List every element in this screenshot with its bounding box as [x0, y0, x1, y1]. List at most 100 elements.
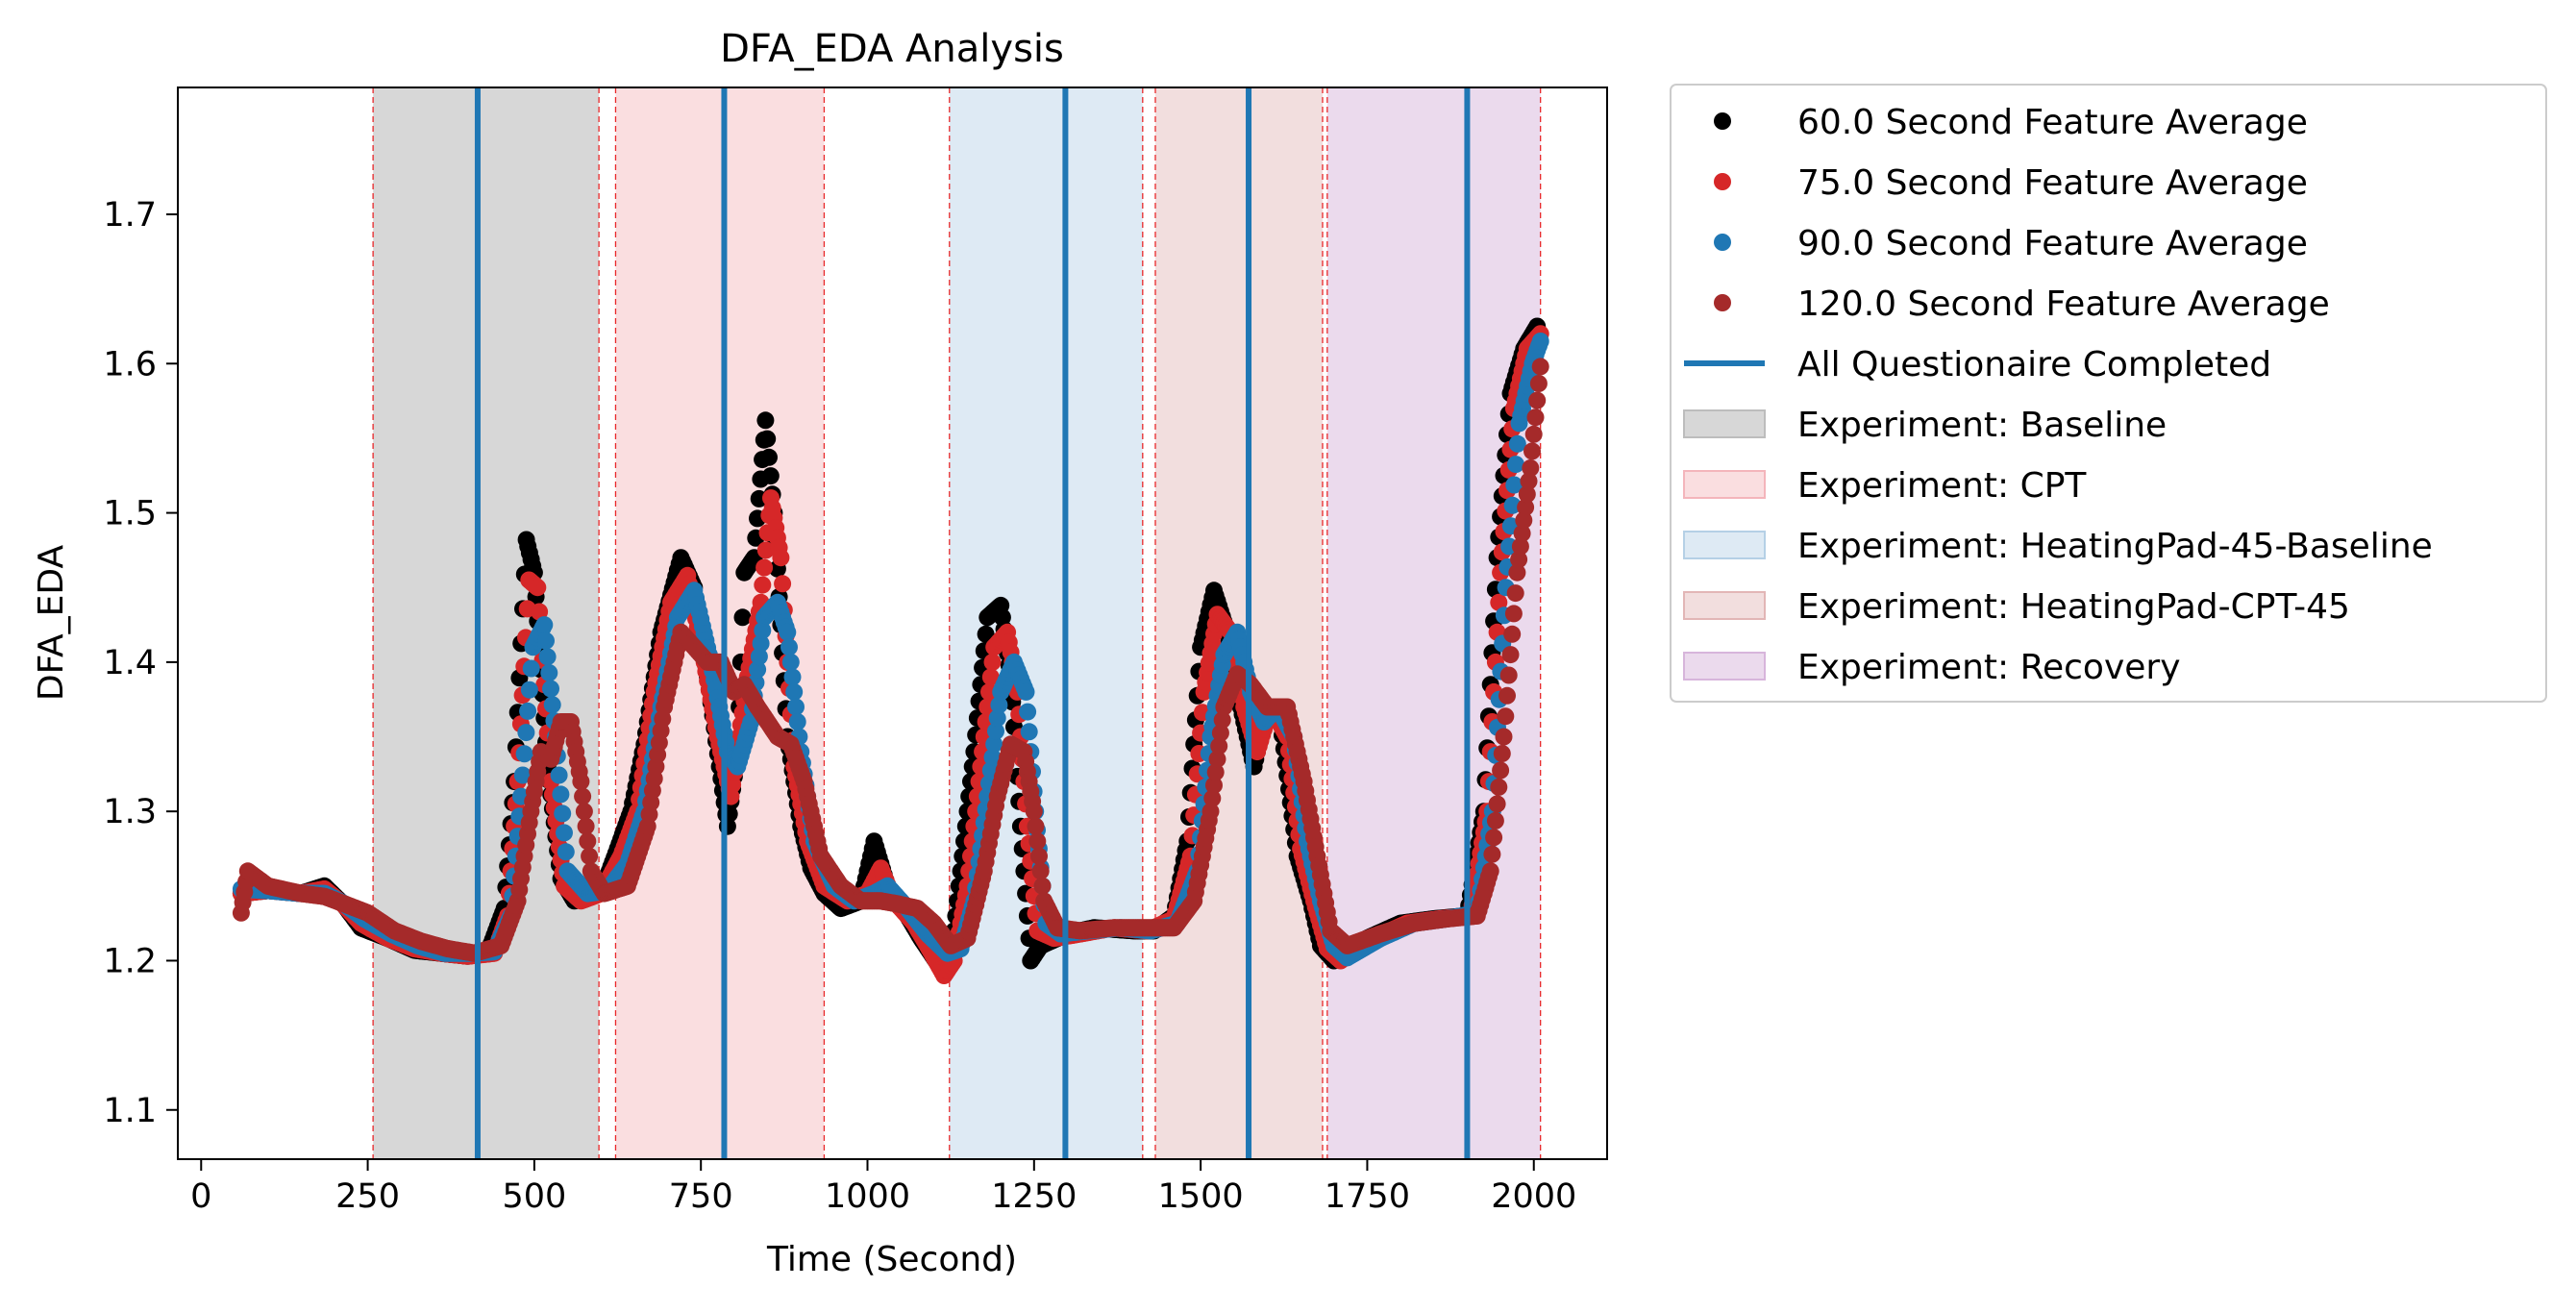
data-point	[1019, 703, 1037, 721]
legend-item-60-0-second-feature-average: 60.0 Second Feature Average	[1714, 103, 2308, 142]
data-point	[1508, 434, 1526, 453]
data-point	[577, 817, 595, 835]
legend-swatch	[1683, 409, 1766, 438]
data-point	[1033, 877, 1052, 895]
data-point	[785, 682, 804, 701]
data-point	[988, 709, 1006, 728]
legend-label: 90.0 Second Feature Average	[1797, 224, 2308, 263]
legend-label: Experiment: Recovery	[1797, 648, 2181, 687]
series-layer	[232, 317, 1549, 984]
data-point	[1028, 832, 1047, 851]
data-point	[1529, 375, 1548, 392]
data-point	[1485, 829, 1503, 847]
y-tick-label: 1.6	[103, 345, 157, 384]
legend-label: 75.0 Second Feature Average	[1797, 163, 2308, 203]
data-point	[1531, 333, 1549, 350]
data-point	[550, 766, 568, 784]
x-tick-label: 500	[502, 1177, 566, 1216]
x-tick-label: 750	[669, 1177, 733, 1216]
legend-label: 120.0 Second Feature Average	[1797, 285, 2330, 324]
x-tick-label: 250	[335, 1177, 400, 1216]
x-tick-label: 1750	[1325, 1177, 1410, 1216]
region-baseline	[373, 87, 600, 1159]
legend-marker	[1714, 173, 1731, 190]
data-point	[788, 713, 806, 730]
questionnaire-line-layer	[474, 87, 1471, 1159]
data-point	[1490, 593, 1508, 611]
data-point	[780, 638, 798, 656]
legend-item-90-0-second-feature-average: 90.0 Second Feature Average	[1714, 224, 2308, 263]
x-axis-label: Time (Second)	[766, 1240, 1017, 1279]
legend-label: Experiment: CPT	[1797, 466, 2087, 506]
data-point	[1513, 524, 1531, 542]
data-point	[552, 785, 570, 804]
data-point	[787, 698, 805, 716]
legend-label: 60.0 Second Feature Average	[1797, 103, 2308, 142]
data-point	[1495, 728, 1513, 746]
data-point	[749, 660, 767, 679]
data-point	[1499, 686, 1516, 705]
data-point	[1203, 789, 1222, 807]
data-point	[755, 558, 774, 577]
y-tick-label: 1.7	[103, 196, 157, 235]
y-tick-label: 1.3	[103, 793, 157, 831]
data-point	[1504, 605, 1523, 623]
data-point	[1508, 563, 1526, 582]
x-tick-label: 1000	[825, 1177, 910, 1216]
x-axis-ticks: 0 250 500 750 1000 1250 1500 1750 2000	[190, 1159, 1576, 1216]
data-point	[557, 843, 575, 861]
legend-item-experiment-recovery: Experiment: Recovery	[1683, 648, 2181, 687]
legend-swatch	[1683, 470, 1766, 499]
data-point	[579, 832, 597, 851]
legend-item-all-questionaire-completed: All Questionaire Completed	[1684, 345, 2271, 384]
y-axis-label: DFA_EDA	[32, 545, 71, 702]
data-point	[1518, 485, 1536, 504]
legend-marker	[1714, 294, 1731, 311]
data-point	[779, 623, 797, 641]
legend-box	[1670, 84, 2547, 703]
legend-swatch	[1683, 591, 1766, 620]
data-point	[1501, 646, 1520, 664]
data-point	[515, 745, 533, 763]
data-point	[572, 773, 590, 791]
x-tick-label: 2000	[1491, 1177, 1576, 1216]
x-tick-label: 0	[190, 1177, 211, 1216]
data-point	[1497, 707, 1515, 726]
data-point	[990, 696, 1008, 714]
legend-swatch	[1683, 652, 1766, 681]
data-point	[760, 448, 778, 466]
legend-label: Experiment: Baseline	[1797, 406, 2167, 445]
data-point	[1488, 795, 1506, 813]
data-point	[1201, 803, 1220, 821]
legend-item-experiment-cpt: Experiment: CPT	[1683, 466, 2087, 506]
data-point	[1526, 408, 1545, 427]
data-point	[1208, 750, 1226, 768]
data-point	[1522, 459, 1540, 477]
data-point	[1517, 498, 1535, 516]
legend-marker	[1714, 234, 1731, 251]
data-point	[1503, 496, 1522, 514]
data-point	[556, 824, 573, 842]
data-point	[983, 653, 1002, 671]
data-point	[531, 603, 549, 621]
data-point	[1017, 682, 1035, 701]
region-recovery	[1326, 87, 1541, 1159]
data-point	[1528, 391, 1547, 409]
data-point	[1506, 584, 1524, 603]
region-boundary-layer	[372, 87, 1542, 1159]
data-point	[542, 680, 559, 698]
data-point	[529, 579, 547, 597]
data-point	[554, 805, 572, 823]
y-tick-label: 1.2	[103, 942, 157, 980]
data-point	[535, 616, 554, 634]
series-120-0-second-feature-average	[232, 358, 1549, 962]
data-point	[754, 621, 772, 639]
data-point	[1027, 817, 1045, 835]
data-point	[1210, 737, 1228, 755]
data-point	[772, 549, 790, 567]
data-point	[1205, 777, 1223, 794]
region-heatingpad-45-baseline	[949, 87, 1143, 1159]
legend-item-75-0-second-feature-average: 75.0 Second Feature Average	[1714, 163, 2308, 203]
data-point	[1531, 358, 1549, 376]
